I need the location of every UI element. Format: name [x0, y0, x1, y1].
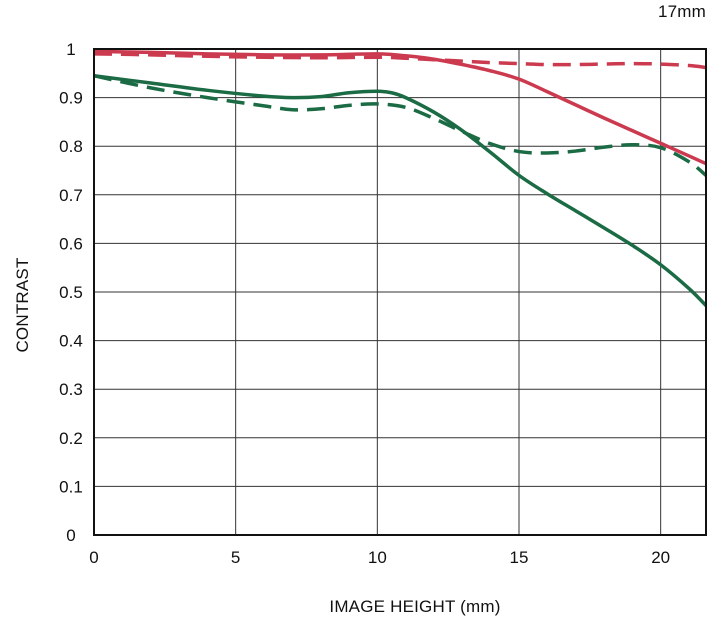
y-tick-label: 1 [66, 40, 75, 59]
y-tick-label: 0 [66, 526, 75, 545]
mtf-line-green-solid [94, 73, 706, 307]
y-tick-label: 0.1 [59, 477, 83, 496]
mtf-line-red-dashed [94, 52, 706, 70]
tick-layer: 0 5 10 15 20 0 0.1 0.2 0.3 0.4 0.5 0.6 0.7 0.8 0.9 1 [59, 40, 670, 567]
y-tick-label: 0.4 [59, 332, 83, 351]
y-tick-label: 0.9 [59, 89, 83, 108]
series-layer [94, 49, 706, 307]
chart-title: 17mm [657, 2, 706, 21]
y-tick-label: 0.5 [59, 283, 83, 302]
y-tick-label: 0.6 [59, 234, 83, 253]
mtf-line-red-solid [94, 49, 706, 166]
x-tick-label: 0 [89, 548, 98, 567]
y-tick-label: 0.3 [59, 380, 83, 399]
x-tick-label: 15 [510, 548, 529, 567]
y-tick-label: 0.8 [59, 137, 83, 156]
y-tick-label: 0.7 [59, 186, 83, 205]
x-tick-label: 20 [651, 548, 670, 567]
plot-frame [93, 48, 707, 536]
x-tick-label: 5 [231, 548, 240, 567]
y-tick-label: 0.2 [59, 429, 83, 448]
x-tick-label: 10 [368, 548, 387, 567]
mtf-line-green-dashed [94, 74, 706, 177]
x-axis-title: IMAGE HEIGHT (mm) [329, 597, 500, 616]
y-axis-title: CONTRAST [13, 257, 32, 352]
